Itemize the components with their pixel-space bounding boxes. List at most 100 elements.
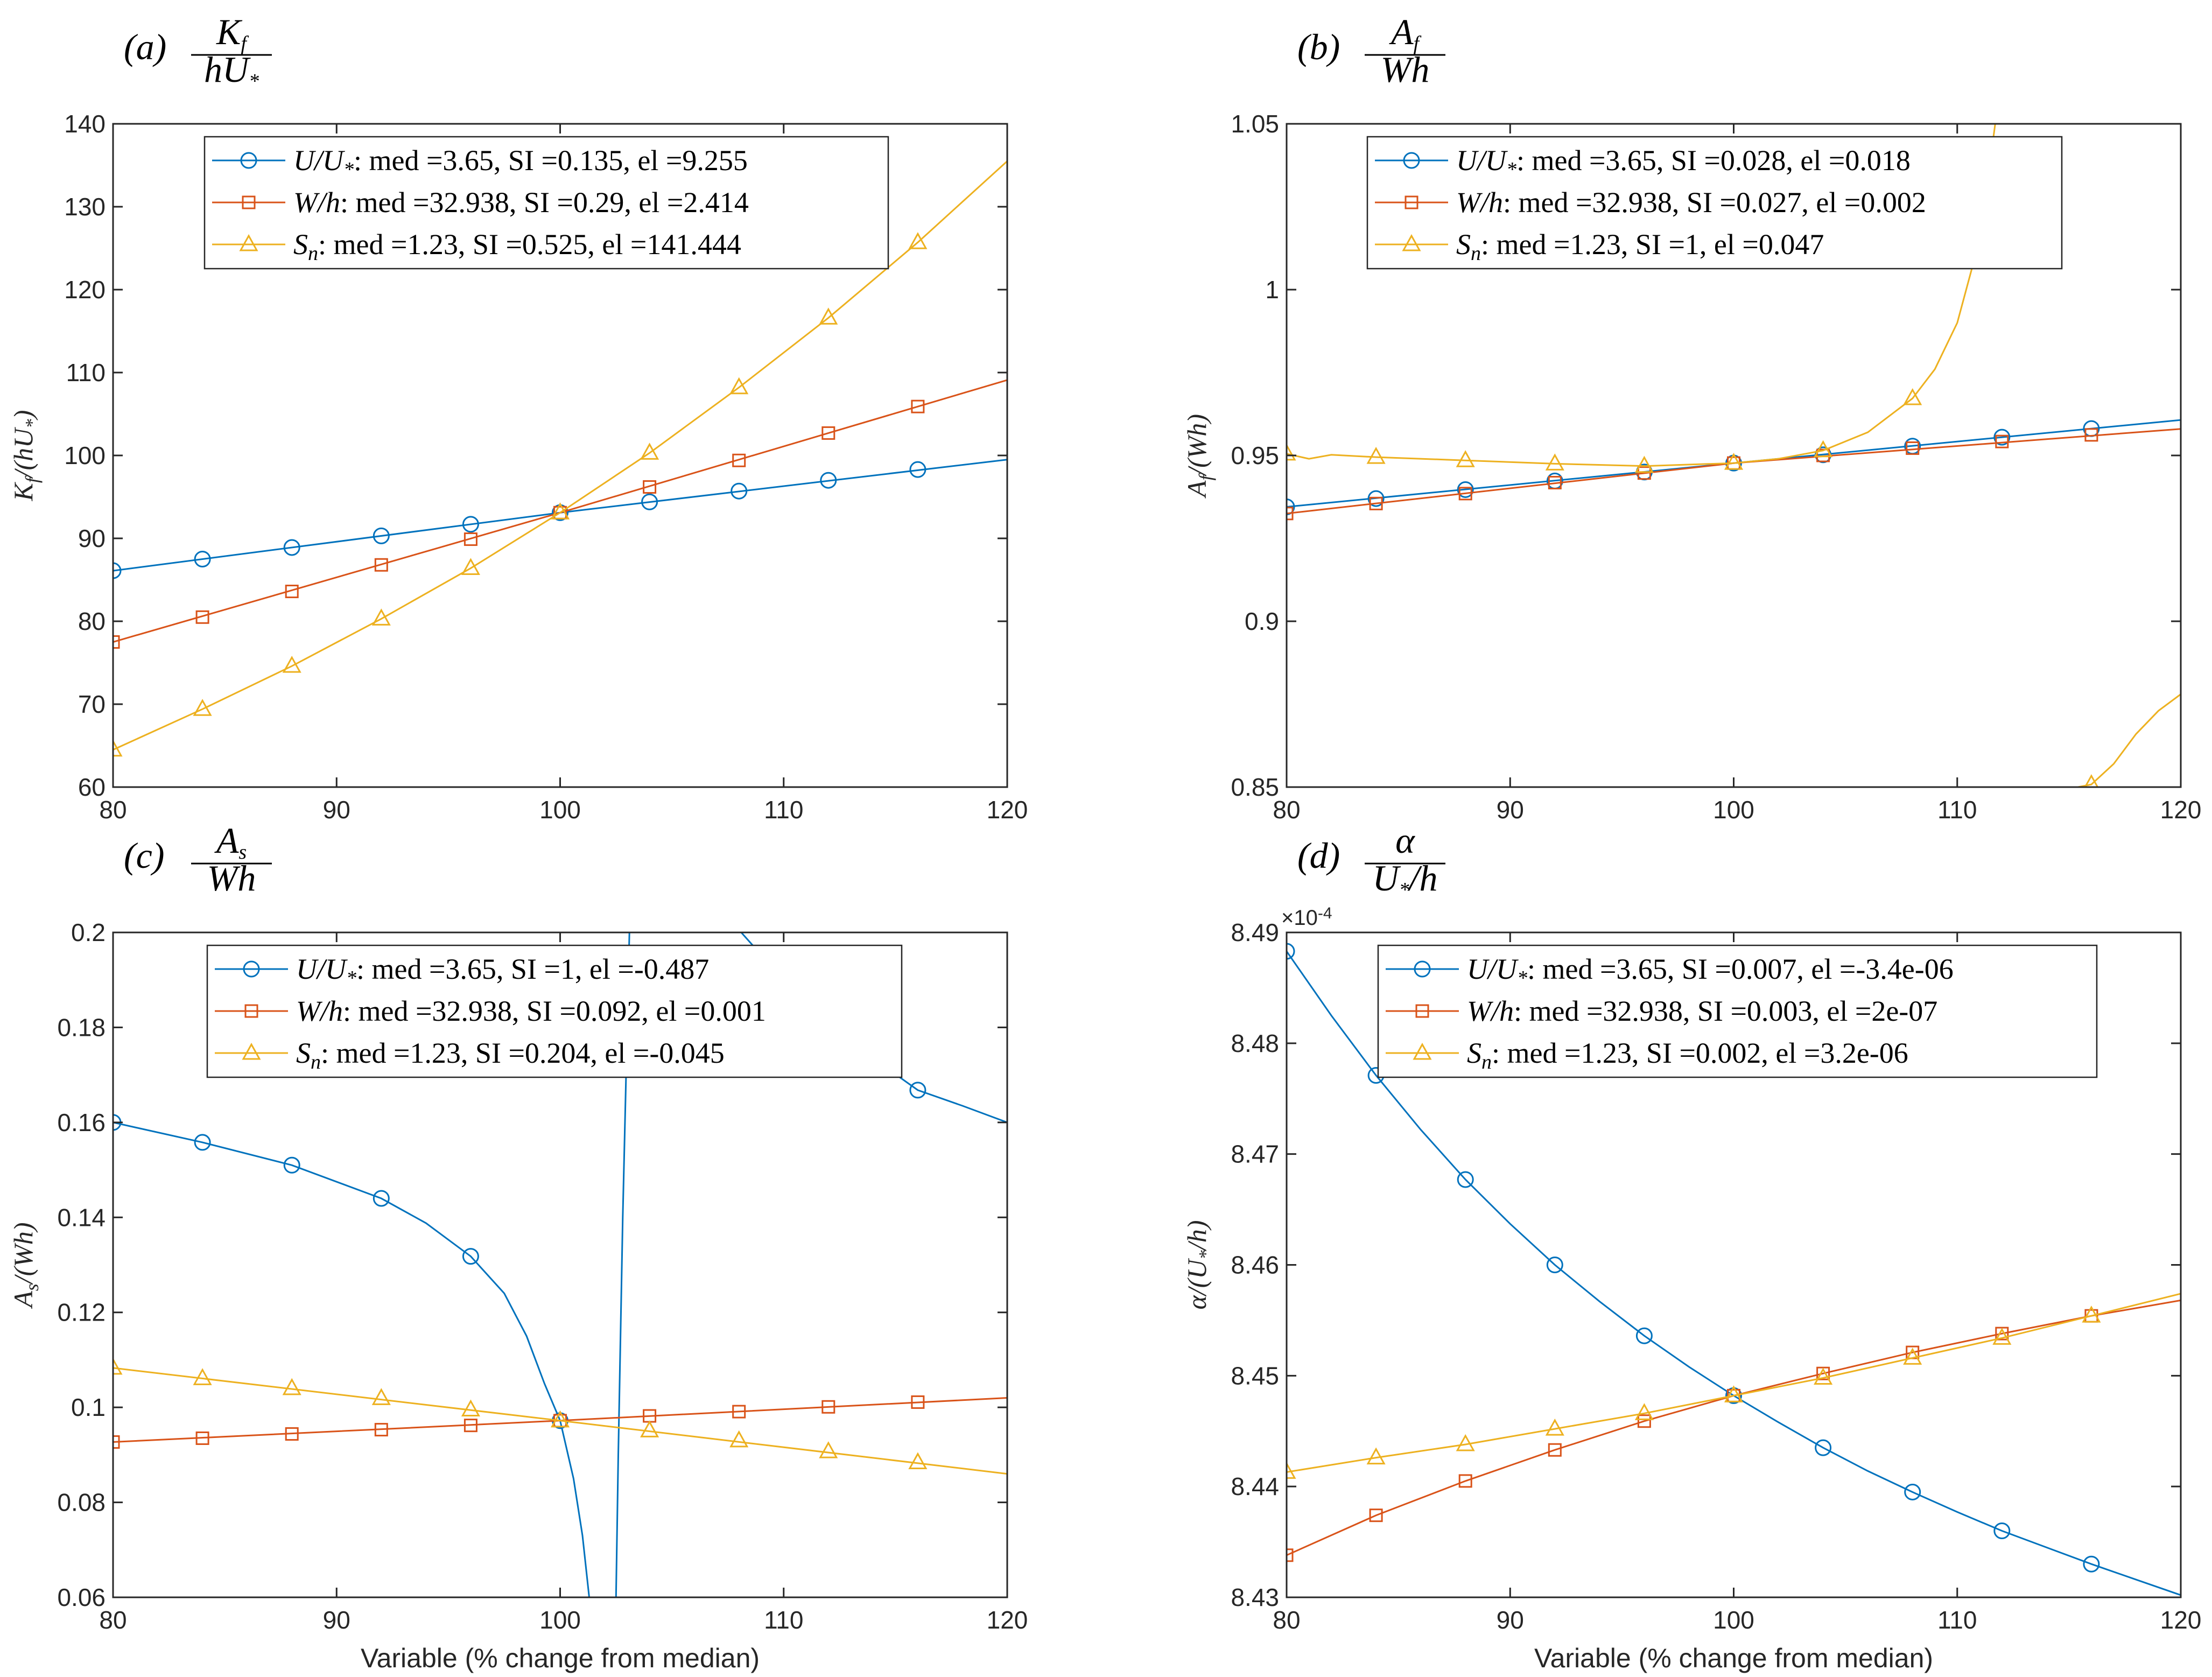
data-point-square[interactable] [1816,1366,1830,1380]
data-point-triangle[interactable] [1545,453,1564,471]
data-point-square[interactable] [464,532,477,546]
data-point-circle[interactable] [283,1156,300,1174]
data-point-circle[interactable] [106,562,122,579]
data-point-square[interactable] [374,1423,388,1437]
data-point-triangle[interactable] [461,1399,480,1417]
data-point-circle[interactable] [373,1190,390,1207]
data-point-square[interactable] [195,1431,209,1445]
data-point-triangle[interactable] [819,307,838,325]
data-point-circle[interactable] [1279,943,1295,960]
data-point-square[interactable] [1995,434,2009,448]
data-point-square[interactable] [732,1405,746,1419]
data-point-square[interactable] [821,1400,835,1414]
data-point-triangle[interactable] [908,232,928,249]
data-point-square[interactable] [1369,1508,1383,1522]
data-point-triangle[interactable] [1634,455,1654,473]
data-point-triangle[interactable] [371,608,391,626]
series-line-1[interactable] [113,1121,590,1597]
data-point-triangle[interactable] [1724,453,1744,470]
data-point-square[interactable] [107,1435,120,1449]
data-point-square[interactable] [107,635,120,649]
data-point-triangle[interactable] [1634,1403,1654,1420]
data-point-circle[interactable] [462,1248,479,1265]
legend[interactable]: U/U*: med =3.65, SI =0.135, el =9.255 W/h… [203,136,889,270]
data-point-triangle[interactable] [282,656,301,673]
data-point-circle[interactable] [909,1082,926,1099]
data-point-triangle[interactable] [550,502,570,520]
data-point-triangle[interactable] [1903,1348,1922,1365]
data-point-circle[interactable] [1993,429,2011,446]
data-point-square[interactable] [911,399,925,413]
data-point-triangle[interactable] [1279,1462,1296,1479]
data-point-square[interactable] [285,1427,299,1441]
data-point-triangle[interactable] [193,699,212,716]
data-point-triangle[interactable] [105,1357,123,1375]
data-point-square[interactable] [1637,1414,1651,1428]
data-point-circle[interactable] [1904,1483,1921,1500]
data-point-triangle[interactable] [819,1441,838,1458]
data-point-triangle[interactable] [550,1410,570,1428]
data-point-circle[interactable] [283,539,300,556]
data-point-circle[interactable] [1993,1522,2011,1539]
data-point-circle[interactable] [2083,1555,2100,1573]
series-line-3[interactable] [1287,124,1996,467]
data-point-circle[interactable] [1815,1439,1832,1456]
data-point-square[interactable] [1995,1327,2009,1341]
data-point-triangle[interactable] [193,1368,212,1385]
data-point-square[interactable] [643,480,657,494]
data-point-circle[interactable] [731,482,748,500]
data-point-circle[interactable] [194,551,211,567]
data-point-square[interactable] [1458,487,1472,501]
data-point-circle[interactable] [373,527,390,544]
data-point-triangle[interactable] [1814,440,1833,458]
legend[interactable]: U/U*: med =3.65, SI =0.007, el =-3.4e-06… [1377,944,2098,1078]
data-point-square[interactable] [911,1395,925,1409]
data-point-square[interactable] [464,1419,477,1433]
data-point-circle[interactable] [194,1134,211,1151]
data-point-triangle[interactable] [729,377,749,395]
series-line-3[interactable] [113,160,1007,751]
data-point-triangle[interactable] [1903,388,1922,405]
data-point-triangle[interactable] [1456,450,1475,467]
data-point-square[interactable] [1906,441,1920,455]
data-point-triangle[interactable] [1279,443,1296,461]
data-point-circle[interactable] [909,461,926,478]
data-point-square[interactable] [1548,476,1562,490]
series-line-3[interactable] [2077,693,2181,788]
data-point-triangle[interactable] [1992,1328,2012,1345]
data-point-triangle[interactable] [1724,1385,1744,1402]
data-point-triangle[interactable] [1456,1434,1475,1451]
data-point-circle[interactable] [1457,1171,1474,1188]
data-point-square[interactable] [1816,448,1830,462]
data-point-square[interactable] [1458,1474,1472,1488]
series-line-3[interactable] [1287,1293,2181,1473]
data-point-triangle[interactable] [282,1378,301,1395]
data-point-circle[interactable] [462,516,479,533]
data-point-square[interactable] [1548,1443,1562,1457]
data-point-square[interactable] [1637,466,1651,480]
data-point-triangle[interactable] [1814,1367,1833,1385]
data-point-triangle[interactable] [2083,774,2099,790]
data-point-circle[interactable] [1546,1257,1563,1273]
data-point-triangle[interactable] [640,443,659,460]
data-point-square[interactable] [195,610,209,624]
data-point-circle[interactable] [641,493,658,510]
data-point-triangle[interactable] [105,739,123,757]
data-point-triangle[interactable] [2082,1306,2101,1323]
data-point-square[interactable] [821,426,835,440]
data-point-circle[interactable] [1457,481,1474,498]
data-point-circle[interactable] [1367,490,1385,507]
data-point-square[interactable] [1369,496,1383,510]
data-point-square[interactable] [732,453,746,467]
data-point-square[interactable] [374,558,388,572]
legend[interactable]: U/U*: med =3.65, SI =1, el =-0.487 W/h: m… [206,944,903,1078]
data-point-square[interactable] [2084,428,2098,442]
data-point-triangle[interactable] [461,558,480,575]
data-point-square[interactable] [285,585,299,599]
data-point-square[interactable] [1281,1548,1294,1562]
data-point-triangle[interactable] [1366,446,1386,464]
legend[interactable]: U/U*: med =3.65, SI =0.028, el =0.018 W/h… [1366,136,2063,270]
data-point-circle[interactable] [1635,1327,1653,1344]
data-point-circle[interactable] [1279,498,1295,515]
series-line-3[interactable] [113,1367,1007,1475]
